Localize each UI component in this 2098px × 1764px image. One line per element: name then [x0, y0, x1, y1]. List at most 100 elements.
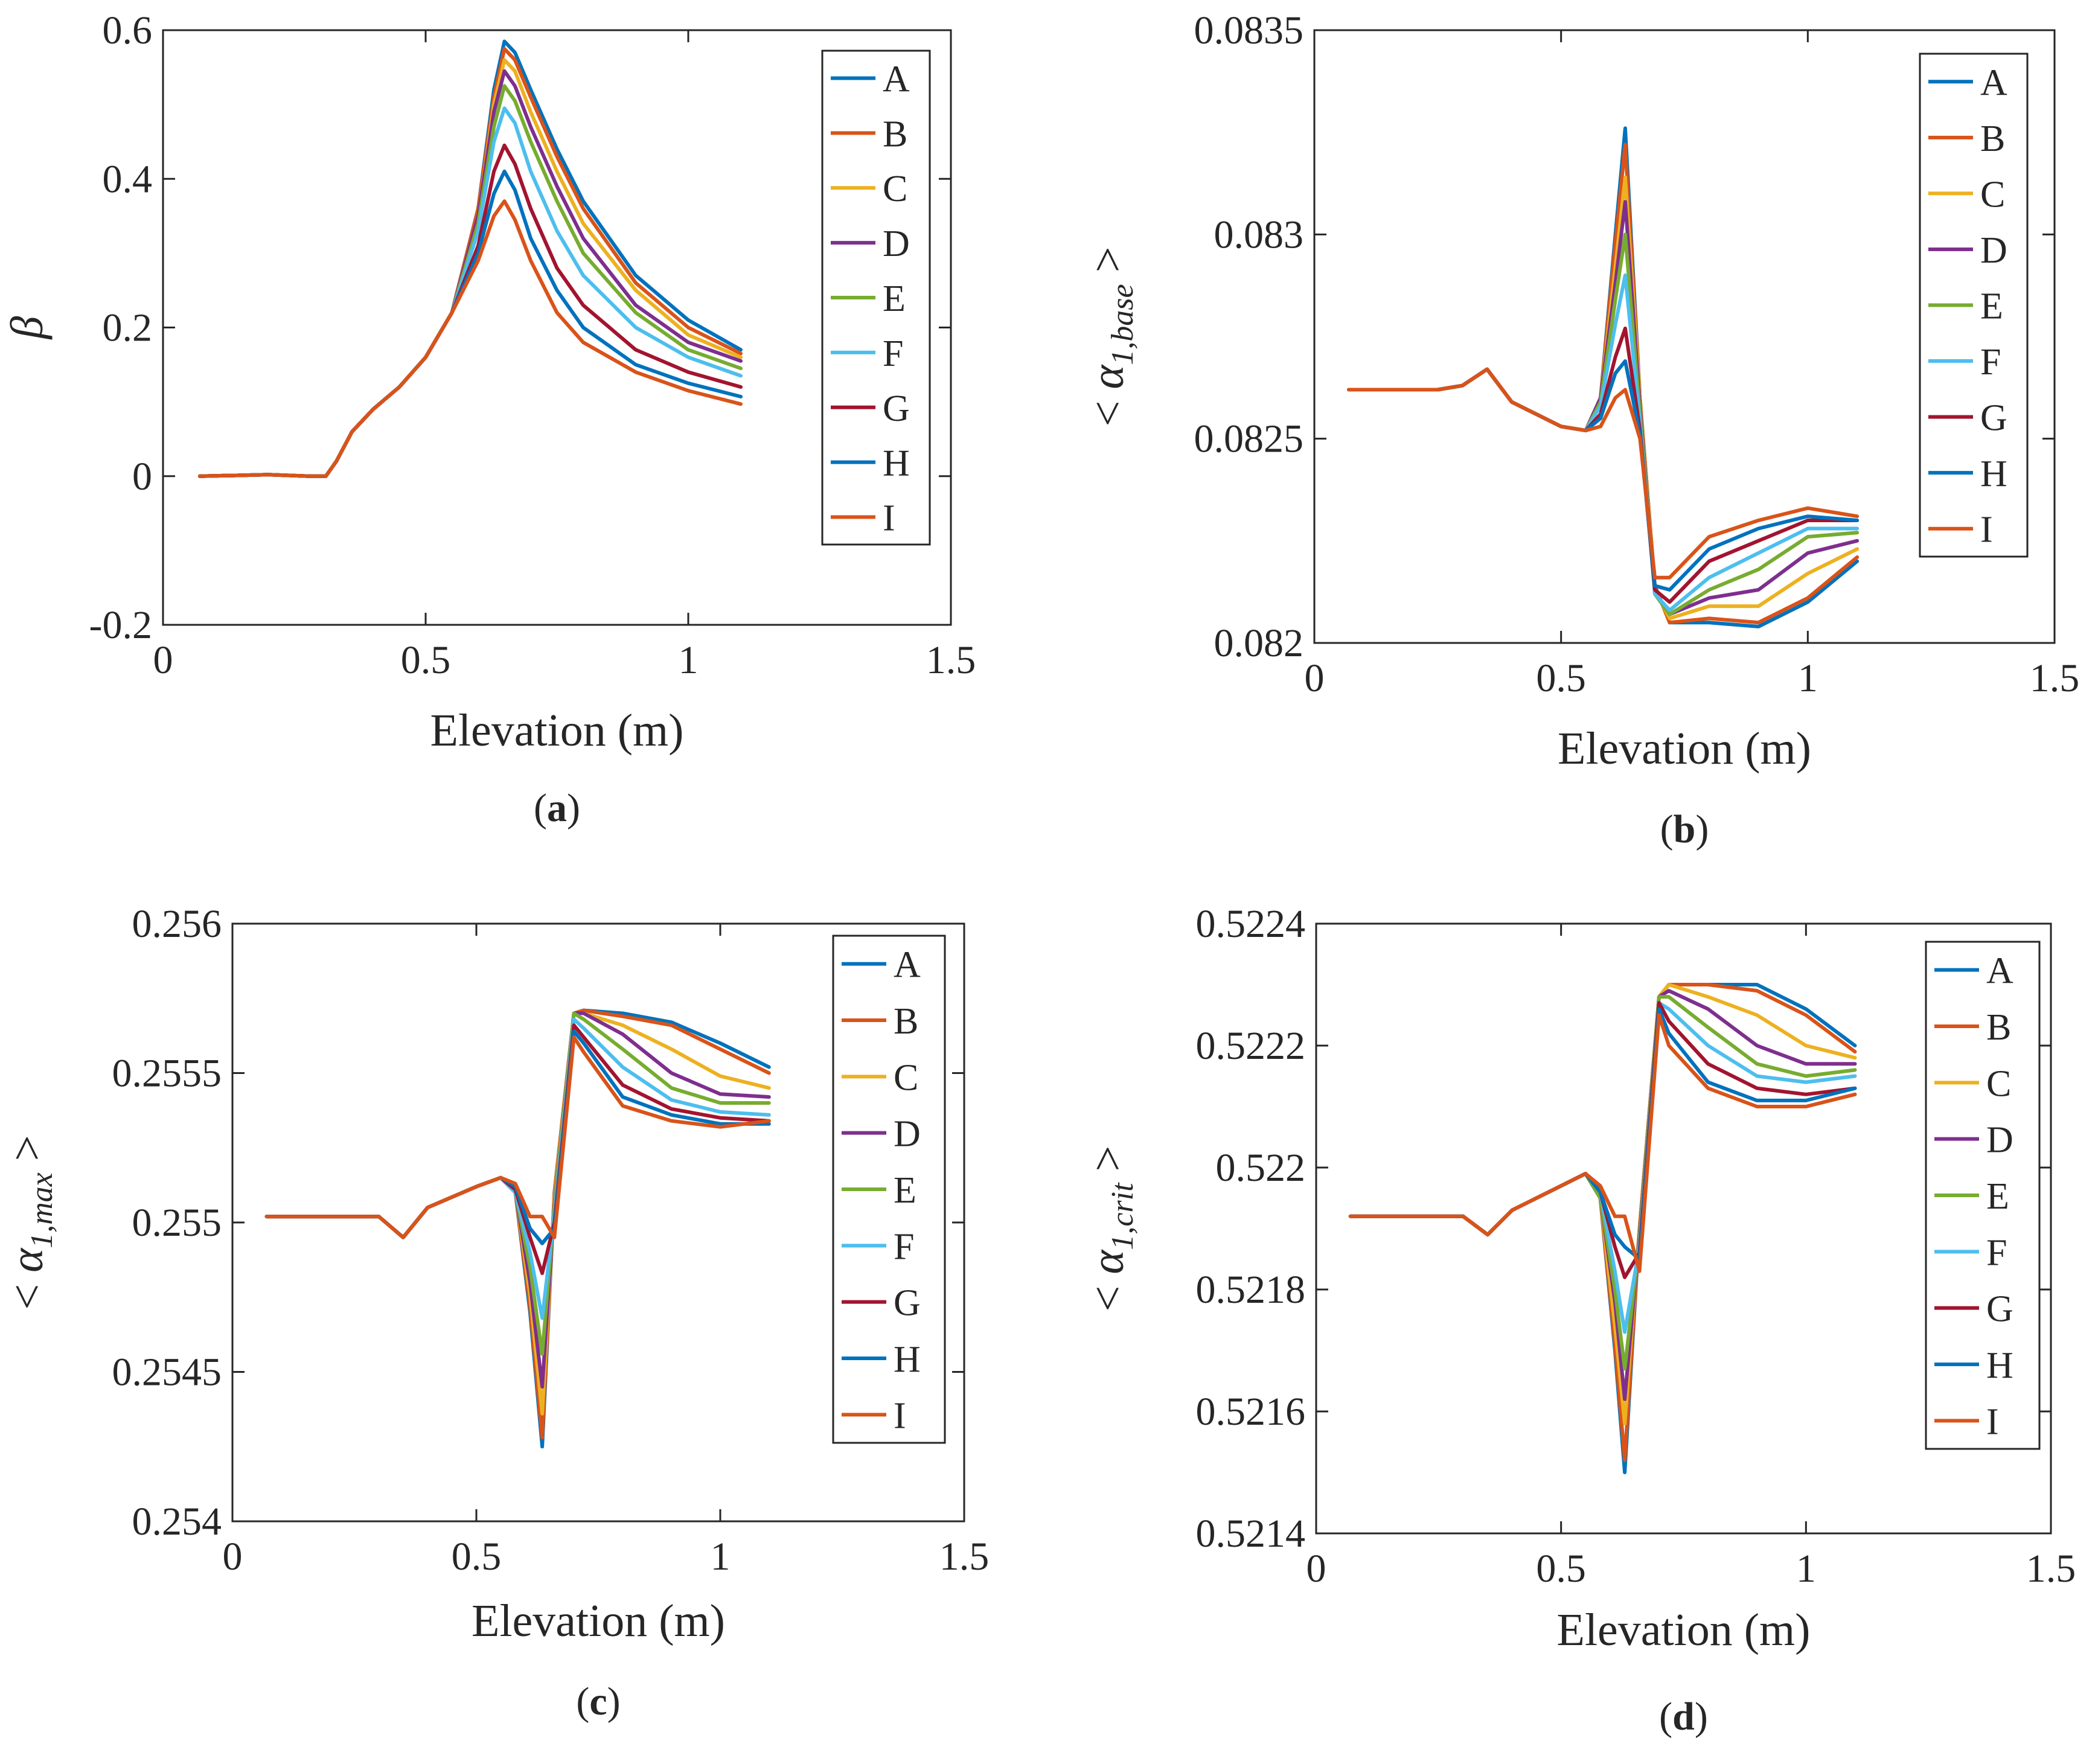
y-tick-label: 0.0835 — [1194, 8, 1304, 53]
x-axis-title: Elevation (m) — [1558, 723, 1811, 774]
y-tick-label: 0 — [132, 455, 152, 499]
x-tick-label: 1 — [679, 638, 699, 682]
x-tick-label: 0 — [223, 1535, 243, 1579]
x-axis-title: Elevation (m) — [430, 705, 684, 756]
panel-label-open: ( — [534, 786, 547, 830]
legend-label: C — [1980, 174, 2005, 215]
legend-label: G — [894, 1283, 921, 1324]
series-group — [1348, 983, 1857, 1474]
legend-label: G — [1980, 398, 2007, 439]
legend-label: D — [883, 223, 910, 264]
y-axis-bracket-open: < — [1083, 1274, 1133, 1312]
x-axis-title: Elevation (m) — [1557, 1605, 1811, 1655]
legend-label: E — [894, 1170, 916, 1211]
y-axis-title: < α1,base > — [1083, 247, 1140, 427]
y-axis-bracket-open: < — [2, 1273, 53, 1310]
x-tick-label: 1.5 — [2026, 1547, 2076, 1591]
y-tick-label: 0.5222 — [1196, 1024, 1306, 1068]
legend-label: B — [1986, 1007, 2011, 1048]
legend-label: I — [894, 1395, 906, 1436]
y-axis-subscript: 1,max — [25, 1172, 59, 1248]
panel-label-letter: b — [1674, 807, 1696, 851]
y-tick-label: 0.5224 — [1196, 902, 1306, 946]
legend-label: I — [883, 498, 895, 539]
legend-label: D — [894, 1114, 921, 1155]
legend-label: I — [1980, 510, 1993, 551]
series-group — [264, 1008, 771, 1449]
chart-panel-d: 0 0.5 1 1.5 0.5214 0.5216 0.5218 0.522 0.5222 0.5… — [1083, 902, 2076, 1739]
y-axis-symbol: α — [1083, 364, 1133, 389]
legend-label: C — [894, 1057, 918, 1098]
panel-label: (c) — [576, 1679, 620, 1724]
series-line-I — [1347, 367, 1860, 580]
legend-label: G — [883, 388, 910, 429]
y-axis-subscript: 1,base — [1105, 284, 1140, 365]
x-tick-label: 0 — [153, 638, 173, 682]
legend-label: D — [1980, 230, 2007, 271]
panel-label-close: ) — [1695, 1695, 1708, 1739]
y-tick-label: 0.6 — [103, 8, 153, 53]
x-tick-label: 1.5 — [926, 638, 976, 682]
legend-label: F — [1986, 1232, 2007, 1273]
y-axis-symbol: α — [2, 1247, 53, 1273]
series-line-I — [264, 1035, 771, 1239]
y-axis-symbol: β — [2, 316, 53, 340]
panel-label-open: ( — [576, 1679, 589, 1724]
legend-label: C — [1986, 1063, 2011, 1104]
y-tick-label: 0.5214 — [1196, 1512, 1306, 1556]
legend-label: F — [894, 1226, 914, 1267]
legend-label: G — [1986, 1289, 2013, 1330]
y-tick-label: 0.522 — [1216, 1146, 1306, 1190]
legend-label: H — [894, 1339, 921, 1380]
legend-label: B — [1980, 118, 2005, 159]
x-tick-label: 1 — [711, 1535, 731, 1579]
legend-label: H — [883, 443, 910, 484]
y-axis-title: < α1,crit > — [1083, 1146, 1140, 1312]
legend-label: B — [894, 1001, 918, 1042]
x-tick-label: 0.5 — [1536, 656, 1586, 700]
panel-label: (b) — [1660, 807, 1709, 851]
y-axis-bracket-open: < — [1083, 389, 1133, 427]
x-tick-label: 0.5 — [401, 638, 451, 682]
legend-label: E — [1980, 286, 2003, 327]
y-axis-symbol: α — [1083, 1249, 1133, 1274]
y-axis-bracket-close: > — [1083, 1146, 1133, 1183]
panel-label: (d) — [1659, 1695, 1708, 1739]
legend-label: E — [1986, 1176, 2009, 1217]
panel-label-open: ( — [1660, 807, 1674, 851]
y-tick-label: 0.254 — [132, 1500, 222, 1544]
x-tick-label: 1 — [1798, 656, 1818, 700]
y-tick-label: 0.5218 — [1196, 1268, 1306, 1312]
y-axis-bracket-close: > — [1083, 247, 1133, 284]
x-tick-label: 0 — [1306, 1547, 1326, 1591]
x-tick-label: 0 — [1305, 656, 1325, 700]
y-tick-label: 0.082 — [1214, 621, 1304, 665]
y-tick-label: 0.256 — [132, 902, 222, 946]
legend-label: H — [1986, 1345, 2013, 1386]
panel-label-close: ) — [1695, 807, 1709, 851]
x-tick-label: 1.5 — [939, 1535, 990, 1579]
legend-label: C — [883, 168, 907, 209]
y-tick-label: 0.5216 — [1196, 1390, 1306, 1434]
y-axis-title: < α1,max > — [2, 1135, 59, 1309]
panel-label: (a) — [534, 786, 580, 830]
panel-label-letter: c — [589, 1679, 607, 1724]
x-tick-label: 1 — [1796, 1547, 1816, 1591]
legend-label: A — [894, 945, 921, 986]
legend-label: F — [1980, 342, 2001, 383]
y-tick-label: 0.255 — [132, 1201, 222, 1245]
series-group — [1347, 126, 1860, 628]
plot-area — [162, 29, 952, 626]
y-tick-label: 0.0825 — [1194, 417, 1304, 461]
panel-label-close: ) — [567, 786, 580, 830]
x-axis-title: Elevation (m) — [472, 1596, 725, 1646]
legend-label: E — [883, 278, 906, 319]
panel-label-letter: d — [1672, 1695, 1695, 1739]
x-tick-label: 0.5 — [1536, 1547, 1586, 1591]
series-group — [197, 39, 743, 478]
